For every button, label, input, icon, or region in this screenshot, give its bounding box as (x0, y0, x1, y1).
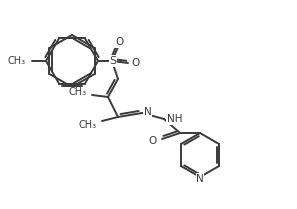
Text: CH₃: CH₃ (8, 56, 26, 66)
Text: O: O (131, 58, 139, 68)
Text: S: S (109, 56, 116, 66)
Text: N: N (144, 107, 152, 117)
Text: NH: NH (167, 114, 182, 124)
Text: CH₃: CH₃ (79, 120, 97, 130)
Text: N: N (196, 174, 204, 184)
Text: O: O (115, 37, 123, 47)
Text: O: O (149, 136, 157, 146)
Text: CH₃: CH₃ (69, 87, 87, 97)
